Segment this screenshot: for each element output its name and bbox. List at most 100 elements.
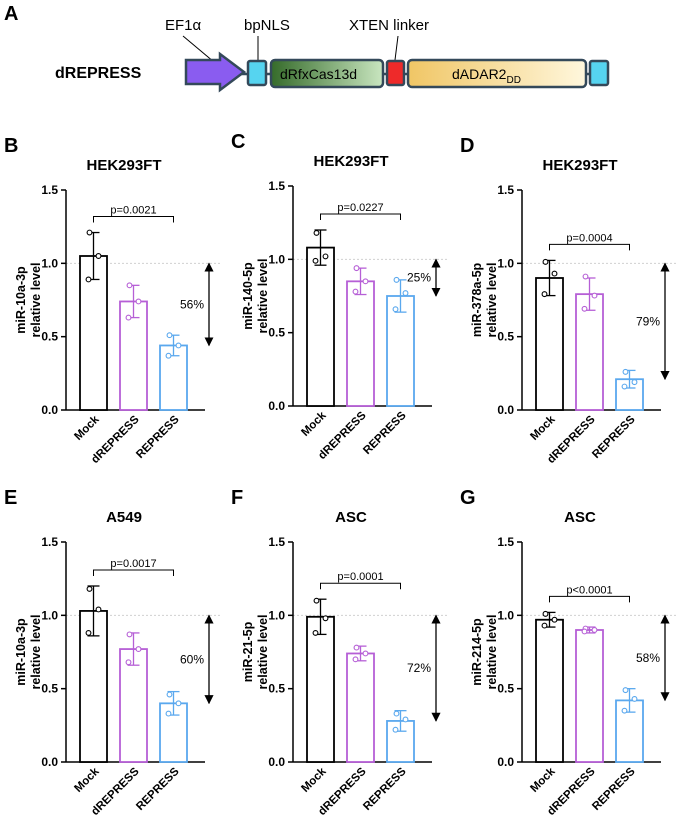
- data-point: [165, 710, 172, 717]
- data-point: [622, 368, 629, 375]
- data-point: [542, 258, 549, 265]
- category-label: Mock: [299, 409, 329, 439]
- data-point: [631, 695, 638, 702]
- y-tick-label: 0.0: [497, 755, 514, 769]
- data-point: [622, 687, 629, 694]
- adar2-box: [406, 58, 588, 89]
- data-point: [542, 610, 549, 617]
- y-axis-label: miR-214-5prelative level: [470, 614, 499, 689]
- significance-bracket: [549, 595, 630, 603]
- y-tick-label: 1.5: [497, 535, 514, 549]
- category-label: REPRESS: [590, 413, 638, 461]
- category-label: Mock: [72, 765, 102, 795]
- bar-repress: [386, 295, 415, 407]
- y-tick-label: 0.5: [41, 330, 58, 344]
- bar-drepress: [119, 300, 148, 411]
- data-point: [313, 597, 320, 604]
- chart-panel-e: E A549 miR-10a-3prelative level 0.0 0.5 1.0 1.…: [4, 487, 220, 818]
- y-axis-label-line2: relative level: [256, 258, 270, 333]
- y-tick-label: 0.0: [268, 399, 285, 413]
- nls-box-right: [588, 59, 610, 87]
- reduction-percent-label: 72%: [407, 661, 431, 675]
- panel-label-g: G: [460, 487, 476, 509]
- y-axis-label-line1: miR-10a-3p: [14, 266, 28, 334]
- data-point: [95, 253, 102, 259]
- category-label: Mock: [528, 765, 558, 795]
- data-point: [362, 650, 369, 657]
- data-point: [175, 700, 182, 707]
- data-point: [582, 273, 589, 280]
- y-tick-label: 1.0: [268, 252, 285, 266]
- data-point: [581, 305, 588, 312]
- reduction-percent-label: 25%: [407, 271, 431, 285]
- data-point: [125, 659, 132, 666]
- y-tick-label: 0.5: [497, 330, 514, 344]
- y-tick-label: 0.5: [41, 682, 58, 696]
- data-point: [631, 379, 638, 386]
- data-point: [591, 292, 598, 299]
- cas13d-box: [269, 58, 385, 89]
- y-tick-label: 0.0: [497, 403, 514, 417]
- panel-title: HEK293FT: [542, 157, 617, 174]
- p-value-label: p=0.0021: [110, 205, 156, 217]
- bar-mock: [306, 246, 335, 407]
- data-point: [541, 291, 548, 298]
- data-point: [312, 257, 319, 264]
- linker-label: XTEN linker: [349, 17, 429, 34]
- y-axis-label-line1: miR-140-5p: [241, 262, 255, 330]
- reduction-percent-label: 60%: [180, 652, 204, 666]
- bar-mock: [79, 610, 108, 763]
- p-value-label: p=0.0227: [337, 202, 383, 214]
- category-label: REPRESS: [590, 765, 638, 813]
- y-axis-label-line2: relative level: [29, 262, 43, 337]
- data-point: [86, 585, 93, 592]
- chart-panel-f: F ASC miR-21-5prelative level 0.0 0.5 1.0 1.5 M…: [231, 487, 447, 818]
- bar-drepress: [346, 652, 375, 763]
- y-tick-label: 0.0: [41, 755, 58, 769]
- data-point: [166, 332, 173, 339]
- y-tick-label: 1.5: [497, 183, 514, 197]
- reduction-percent-label: 56%: [180, 297, 204, 311]
- data-point: [85, 629, 92, 636]
- bar-drepress: [119, 648, 148, 763]
- y-axis-label-line1: miR-21-5p: [241, 621, 255, 682]
- y-tick-label: 1.0: [41, 256, 58, 270]
- data-point: [402, 290, 409, 297]
- y-tick-label: 1.5: [41, 183, 58, 197]
- significance-bracket: [320, 213, 401, 220]
- y-axis-label-line2: relative level: [485, 614, 499, 689]
- y-axis-label: miR-378a-5prelative level: [470, 262, 499, 337]
- data-point: [591, 627, 598, 633]
- data-point: [135, 298, 142, 305]
- category-label: Mock: [299, 765, 329, 795]
- data-point: [352, 656, 359, 663]
- data-point: [125, 314, 132, 321]
- p-value-label: p=0.0004: [566, 232, 612, 244]
- panel-label-a: A: [4, 3, 18, 25]
- bar-drepress: [575, 293, 604, 411]
- y-axis-label-line1: miR-378a-5p: [470, 262, 484, 337]
- y-tick-label: 1.0: [497, 256, 514, 270]
- data-point: [313, 229, 320, 236]
- y-tick-label: 1.5: [268, 179, 285, 193]
- panel-label-e: E: [4, 487, 17, 509]
- panel-label-c: C: [231, 131, 245, 153]
- data-point: [175, 342, 182, 349]
- p-value-label: p=0.0017: [110, 558, 156, 570]
- chart-panel-d: D HEK293FT miR-378a-5prelative level 0.0 0.5…: [460, 135, 676, 466]
- category-label: REPRESS: [361, 409, 409, 457]
- data-point: [126, 282, 133, 289]
- nls-label: bpNLS: [244, 17, 290, 34]
- panel-a-diagram: A EF1α bpNLS XTEN linker dREPRESS dRfxCa…: [4, 3, 610, 93]
- chart-panel-c: C HEK293FT miR-140-5prelative level 0.0 0.5 1…: [231, 131, 447, 462]
- category-label: REPRESS: [134, 413, 182, 461]
- data-point: [392, 726, 399, 733]
- data-point: [393, 710, 400, 717]
- panel-label-f: F: [231, 487, 243, 509]
- y-tick-label: 0.0: [268, 755, 285, 769]
- data-point: [85, 276, 92, 283]
- linker-leader-line: [394, 35, 399, 61]
- data-point: [353, 644, 360, 651]
